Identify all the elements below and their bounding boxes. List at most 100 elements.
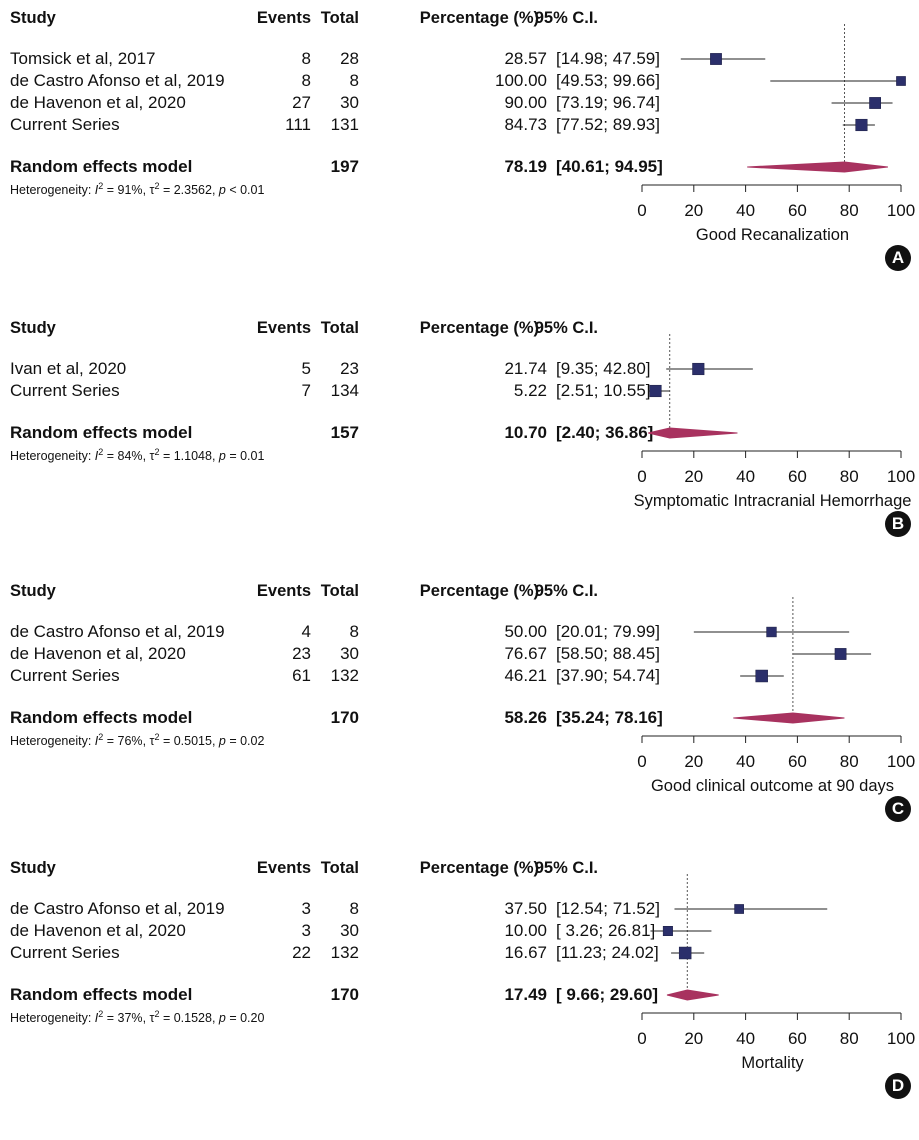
study-ci: [2.51; 10.55] — [556, 381, 651, 400]
forest-plot-area: 0 20 40 60 80 100 Good Recanalization — [637, 24, 915, 244]
header-events: Events — [256, 859, 311, 877]
study-estimate-square — [834, 648, 847, 660]
study-events: 8 — [301, 49, 311, 68]
x-tick-label: 40 — [736, 1029, 755, 1048]
study-events: 22 — [292, 943, 311, 962]
summary-total: 170 — [330, 985, 359, 1004]
forest-panel-d: Study Events Total Percentage (%) 95% C.I. de… — [0, 850, 919, 1140]
study-events: 23 — [292, 644, 311, 663]
study-events: 111 — [285, 115, 311, 134]
heterogeneity-note: Heterogeneity: I2 = 84%, τ2 = 1.1048, p … — [10, 447, 265, 464]
summary-name: Random effects model — [10, 985, 193, 1004]
study-estimate-square — [734, 904, 744, 914]
study-total: 23 — [340, 359, 359, 378]
header-total: Total — [320, 582, 359, 600]
study-percentage: 76.67 — [504, 644, 547, 663]
summary-diamond — [747, 161, 888, 173]
summary-percentage: 17.49 — [504, 985, 547, 1004]
study-ci: [12.54; 71.52] — [556, 899, 660, 918]
study-total: 30 — [340, 93, 359, 112]
x-tick-label: 60 — [788, 467, 807, 486]
x-tick-label: 40 — [736, 201, 755, 220]
summary-ci: [35.24; 78.16] — [556, 708, 663, 727]
forest-panel-c: Study Events Total Percentage (%) 95% C.I. de… — [0, 573, 919, 863]
x-axis-label: Good Recanalization — [696, 226, 849, 244]
panel-label-badge: A — [885, 245, 911, 271]
study-events: 5 — [301, 359, 311, 378]
summary-ci: [40.61; 94.95] — [556, 157, 663, 176]
study-total: 30 — [340, 921, 359, 940]
forest-plot-area: 0 20 40 60 80 100 Symptomatic Intracranial Hem… — [634, 334, 915, 510]
summary-diamond — [733, 712, 845, 724]
summary-total: 170 — [330, 708, 359, 727]
header-percentage: Percentage (%) — [419, 859, 539, 877]
header-events: Events — [256, 9, 311, 27]
study-ci: [73.19; 96.74] — [556, 93, 660, 112]
study-name: Current Series — [10, 666, 120, 685]
x-axis-label: Symptomatic Intracranial Hemorrhage — [634, 492, 912, 510]
x-tick-label: 80 — [840, 1029, 859, 1048]
study-name: de Havenon et al, 2020 — [10, 644, 186, 663]
summary-ci: [ 9.66; 29.60] — [556, 985, 659, 1004]
study-estimate-square — [710, 53, 722, 65]
study-estimate-square — [869, 97, 881, 109]
study-estimate-square — [855, 118, 868, 132]
study-total: 132 — [330, 943, 359, 962]
header-percentage: Percentage (%) — [419, 319, 539, 337]
header-ci: 95% C.I. — [534, 319, 598, 337]
panel-label-badge: B — [885, 511, 911, 537]
summary-percentage: 10.70 — [504, 423, 547, 442]
study-estimate-square — [896, 76, 906, 86]
study-ci: [77.52; 89.93] — [556, 115, 660, 134]
x-tick-label: 80 — [840, 467, 859, 486]
x-tick-label: 60 — [788, 201, 807, 220]
study-name: de Castro Afonso et al, 2019 — [10, 622, 225, 641]
study-name: de Havenon et al, 2020 — [10, 93, 186, 112]
x-tick-label: 0 — [637, 467, 646, 486]
x-tick-label: 20 — [684, 752, 703, 771]
x-tick-label: 80 — [840, 752, 859, 771]
header-events: Events — [256, 582, 311, 600]
study-total: 28 — [340, 49, 359, 68]
study-ci: [ 3.26; 26.81] — [556, 921, 656, 940]
forest-panel-b: Study Events Total Percentage (%) 95% C.I. Iv… — [0, 310, 919, 600]
study-percentage: 10.00 — [504, 921, 547, 940]
header-ci: 95% C.I. — [534, 9, 598, 27]
study-name: Ivan et al, 2020 — [10, 359, 127, 378]
summary-ci: [2.40; 36.86] — [556, 423, 654, 442]
study-events: 7 — [301, 381, 311, 400]
header-total: Total — [320, 319, 359, 337]
summary-name: Random effects model — [10, 708, 193, 727]
study-percentage: 84.73 — [504, 115, 547, 134]
x-tick-label: 0 — [637, 752, 646, 771]
study-events: 4 — [301, 622, 311, 641]
study-ci: [49.53; 99.66] — [556, 71, 660, 90]
summary-diamond — [648, 427, 738, 439]
study-ci: [58.50; 88.45] — [556, 644, 660, 663]
summary-total: 197 — [330, 157, 359, 176]
header-percentage: Percentage (%) — [419, 9, 539, 27]
x-tick-label: 20 — [684, 201, 703, 220]
x-tick-label: 20 — [684, 1029, 703, 1048]
header-total: Total — [320, 9, 359, 27]
header-total: Total — [320, 859, 359, 877]
study-estimate-square — [678, 946, 692, 960]
study-ci: [37.90; 54.74] — [556, 666, 660, 685]
study-name: Current Series — [10, 115, 120, 134]
panel-label-badge: D — [885, 1073, 911, 1099]
study-estimate-square — [692, 362, 705, 376]
study-ci: [14.98; 47.59] — [556, 49, 660, 68]
study-percentage: 46.21 — [504, 666, 547, 685]
header-events: Events — [256, 319, 311, 337]
study-percentage: 21.74 — [504, 359, 547, 378]
forest-plot-area: 0 20 40 60 80 100 Mortality — [637, 874, 915, 1072]
summary-name: Random effects model — [10, 423, 193, 442]
summary-percentage: 58.26 — [504, 708, 547, 727]
summary-percentage: 78.19 — [504, 157, 547, 176]
study-total: 8 — [349, 622, 359, 641]
study-name: Tomsick et al, 2017 — [10, 49, 156, 68]
study-name: de Castro Afonso et al, 2019 — [10, 71, 225, 90]
study-name: Current Series — [10, 381, 120, 400]
summary-total: 157 — [330, 423, 359, 442]
forest-plot-area: 0 20 40 60 80 100 Good clinical outcome at 90 … — [637, 597, 915, 795]
